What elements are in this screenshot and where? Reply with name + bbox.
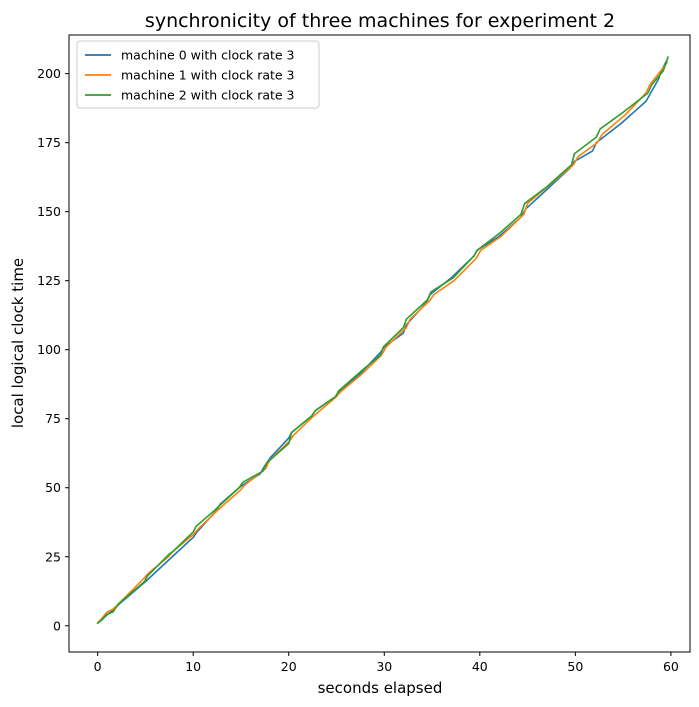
y-tick-label: 25 [45,549,61,564]
chart-title: synchronicity of three machines for expe… [145,10,615,32]
y-tick-label: 75 [45,411,61,426]
legend-label-machine-1: machine 1 with clock rate 3 [121,68,295,83]
x-tick-label: 50 [567,659,583,674]
y-tick-label: 150 [37,204,61,219]
series-line-machine-2 [96,56,670,625]
y-tick-label: 125 [37,273,61,288]
x-tick-label: 40 [472,659,488,674]
legend-label-machine-0: machine 0 with clock rate 3 [121,48,295,63]
y-tick-label: 175 [37,135,61,150]
axes-frame [68,34,691,653]
x-tick-label: 0 [94,659,102,674]
x-tick-label: 20 [281,659,297,674]
y-axis-label: local logical clock time [9,258,27,428]
y-tick-label: 0 [53,618,61,633]
x-tick-label: 10 [185,659,201,674]
x-axis-label: seconds elapsed [318,679,443,697]
plot-area [96,56,670,625]
x-tick-label: 60 [663,659,679,674]
legend-box [76,40,320,109]
y-tick-label: 50 [45,480,61,495]
x-tick-label: 30 [376,659,392,674]
y-tick-label: 200 [37,66,61,81]
y-tick-label: 100 [37,342,61,357]
legend: machine 0 with clock rate 3 machine 1 wit… [76,40,320,109]
x-axis: 0 10 20 30 40 50 60 [94,652,679,674]
y-axis: 0 25 50 75 100 125 150 175 200 [37,66,69,633]
series-line-machine-1 [96,61,669,625]
legend-label-machine-2: machine 2 with clock rate 3 [121,88,295,103]
